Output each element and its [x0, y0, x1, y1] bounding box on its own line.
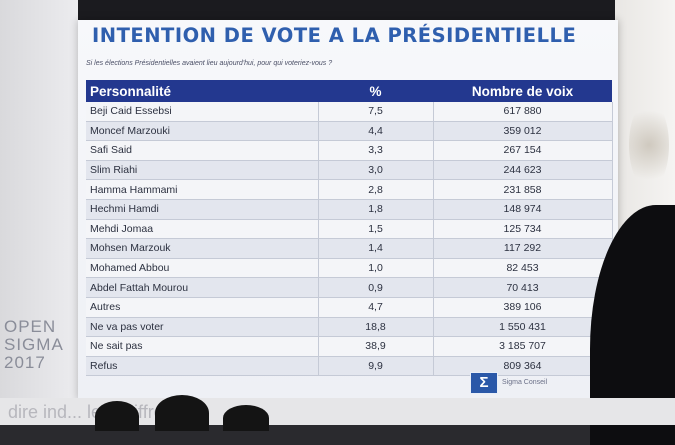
- event-banner: OPEN SIGMA 2017: [4, 318, 74, 372]
- cell-pct: 18,8: [318, 317, 434, 338]
- cell-name: Safi Said: [86, 140, 319, 161]
- table-row: Ne va pas voter 18,8 1 550 431: [86, 317, 613, 338]
- table-row: Refus 9,9 809 364: [86, 356, 613, 377]
- sigma-logo-icon: Σ: [470, 372, 498, 394]
- audience-head: [223, 405, 269, 431]
- table-row: Ne sait pas 38,9 3 185 707: [86, 336, 613, 357]
- room-ceiling: [0, 0, 675, 22]
- cell-votes: 3 185 707: [433, 336, 613, 357]
- projection-screen: INTENTION DE VOTE A LA PRÉSIDENTIELLE Si…: [78, 20, 618, 400]
- table-header-row: Personnalité % Nombre de voix: [86, 80, 612, 102]
- cell-pct: 3,0: [318, 160, 434, 181]
- cell-pct: 1,8: [318, 199, 434, 220]
- cell-name: Ne sait pas: [86, 336, 319, 357]
- cell-name: Beji Caid Essebsi: [86, 102, 319, 122]
- cell-pct: 4,4: [318, 121, 434, 142]
- cell-votes: 359 012: [433, 121, 613, 142]
- table-row: Hechmi Hamdi 1,8 148 974: [86, 199, 613, 220]
- slide-title: INTENTION DE VOTE A LA PRÉSIDENTIELLE: [92, 24, 577, 47]
- decor-plant: [629, 100, 669, 190]
- cell-pct: 7,5: [318, 102, 434, 122]
- cell-votes: 148 974: [433, 199, 613, 220]
- cell-votes: 117 292: [433, 238, 613, 259]
- event-line: SIGMA: [4, 335, 64, 354]
- table-row: Mohamed Abbou 1,0 82 453: [86, 258, 613, 279]
- table-row: Moncef Marzouki 4,4 359 012: [86, 121, 613, 142]
- cell-pct: 1,0: [318, 258, 434, 279]
- table-row: Safi Said 3,3 267 154: [86, 140, 613, 161]
- cell-name: Hechmi Hamdi: [86, 199, 319, 220]
- header-name: Personnalité: [86, 80, 318, 102]
- cell-pct: 9,9: [318, 356, 434, 377]
- cell-votes: 244 623: [433, 160, 613, 181]
- cell-votes: 231 858: [433, 179, 613, 200]
- logo-caption: Sigma Conseil: [502, 379, 548, 386]
- cell-pct: 0,9: [318, 277, 434, 298]
- cell-pct: 1,4: [318, 238, 434, 259]
- table-row: Autres 4,7 389 106: [86, 297, 613, 318]
- cell-pct: 4,7: [318, 297, 434, 318]
- vote-table: Personnalité % Nombre de voix Beji Caid …: [86, 80, 613, 377]
- cell-votes: 617 880: [433, 102, 613, 122]
- cell-pct: 38,9: [318, 336, 434, 357]
- table-row: Hamma Hammami 2,8 231 858: [86, 179, 613, 200]
- cell-name: Mohsen Marzouk: [86, 238, 319, 259]
- cell-name: Hamma Hammami: [86, 179, 319, 200]
- cell-pct: 2,8: [318, 179, 434, 200]
- audience-head: [155, 395, 209, 431]
- cell-votes: 809 364: [433, 356, 613, 377]
- cell-votes: 267 154: [433, 140, 613, 161]
- cell-pct: 1,5: [318, 219, 434, 240]
- cell-votes: 1 550 431: [433, 317, 613, 338]
- cell-votes: 389 106: [433, 297, 613, 318]
- header-votes: Nombre de voix: [433, 80, 612, 102]
- cell-votes: 70 413: [433, 277, 613, 298]
- event-line: 2017: [4, 353, 46, 372]
- table-row: Beji Caid Essebsi 7,5 617 880: [86, 102, 613, 122]
- cell-name: Mohamed Abbou: [86, 258, 319, 279]
- cell-pct: 3,3: [318, 140, 434, 161]
- event-line: OPEN: [4, 317, 57, 336]
- cell-name: Slim Riahi: [86, 160, 319, 181]
- cell-name: Mehdi Jomaa: [86, 219, 319, 240]
- cell-name: Abdel Fattah Mourou: [86, 277, 319, 298]
- header-pct: %: [318, 80, 433, 102]
- cell-votes: 125 734: [433, 219, 613, 240]
- cell-name: Ne va pas voter: [86, 317, 319, 338]
- table-row: Slim Riahi 3,0 244 623: [86, 160, 613, 181]
- audience-head: [95, 401, 139, 431]
- cell-name: Moncef Marzouki: [86, 121, 319, 142]
- table-row: Mehdi Jomaa 1,5 125 734: [86, 219, 613, 240]
- audience-heads: [95, 395, 285, 431]
- table-row: Mohsen Marzouk 1,4 117 292: [86, 238, 613, 259]
- slide-question: Si les élections Présidentielles avaient…: [86, 60, 333, 67]
- left-wall: [0, 0, 78, 425]
- cell-name: Refus: [86, 356, 319, 377]
- cell-name: Autres: [86, 297, 319, 318]
- cell-votes: 82 453: [433, 258, 613, 279]
- table-row: Abdel Fattah Mourou 0,9 70 413: [86, 277, 613, 298]
